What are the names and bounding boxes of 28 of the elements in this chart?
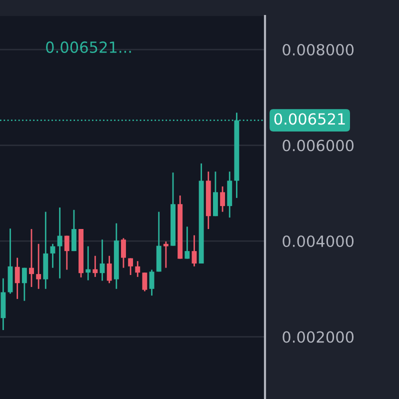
candlestick xyxy=(121,237,126,269)
candlestick xyxy=(106,255,112,284)
ref-line-label: 0.006521 xyxy=(274,113,345,125)
candlestick xyxy=(22,267,27,302)
candlestick xyxy=(50,243,56,269)
candlestick xyxy=(57,206,62,280)
candlestick xyxy=(64,235,70,270)
candlestick xyxy=(128,258,134,276)
candlestick xyxy=(142,272,148,292)
candlestick xyxy=(163,240,168,269)
candlestick xyxy=(192,234,197,268)
candlestick xyxy=(135,260,140,278)
candlestick xyxy=(92,255,98,278)
candlestick xyxy=(149,269,154,296)
y-tick-label: 0.002000 xyxy=(282,331,354,343)
y-tick-label: 0.004000 xyxy=(282,235,354,248)
candlestick xyxy=(212,170,218,217)
candlestick xyxy=(100,238,105,282)
candlestick xyxy=(29,228,34,288)
candlestick xyxy=(36,243,42,290)
annotation: 0.006521... xyxy=(46,41,131,53)
candlestick xyxy=(184,226,190,260)
candlestick xyxy=(14,257,20,300)
candlestick xyxy=(220,186,226,213)
y-tick-label: 0.008000 xyxy=(282,44,354,56)
candlestick xyxy=(71,209,76,252)
y-tick-label: 0.006000 xyxy=(282,140,354,152)
candlestick xyxy=(86,246,91,281)
